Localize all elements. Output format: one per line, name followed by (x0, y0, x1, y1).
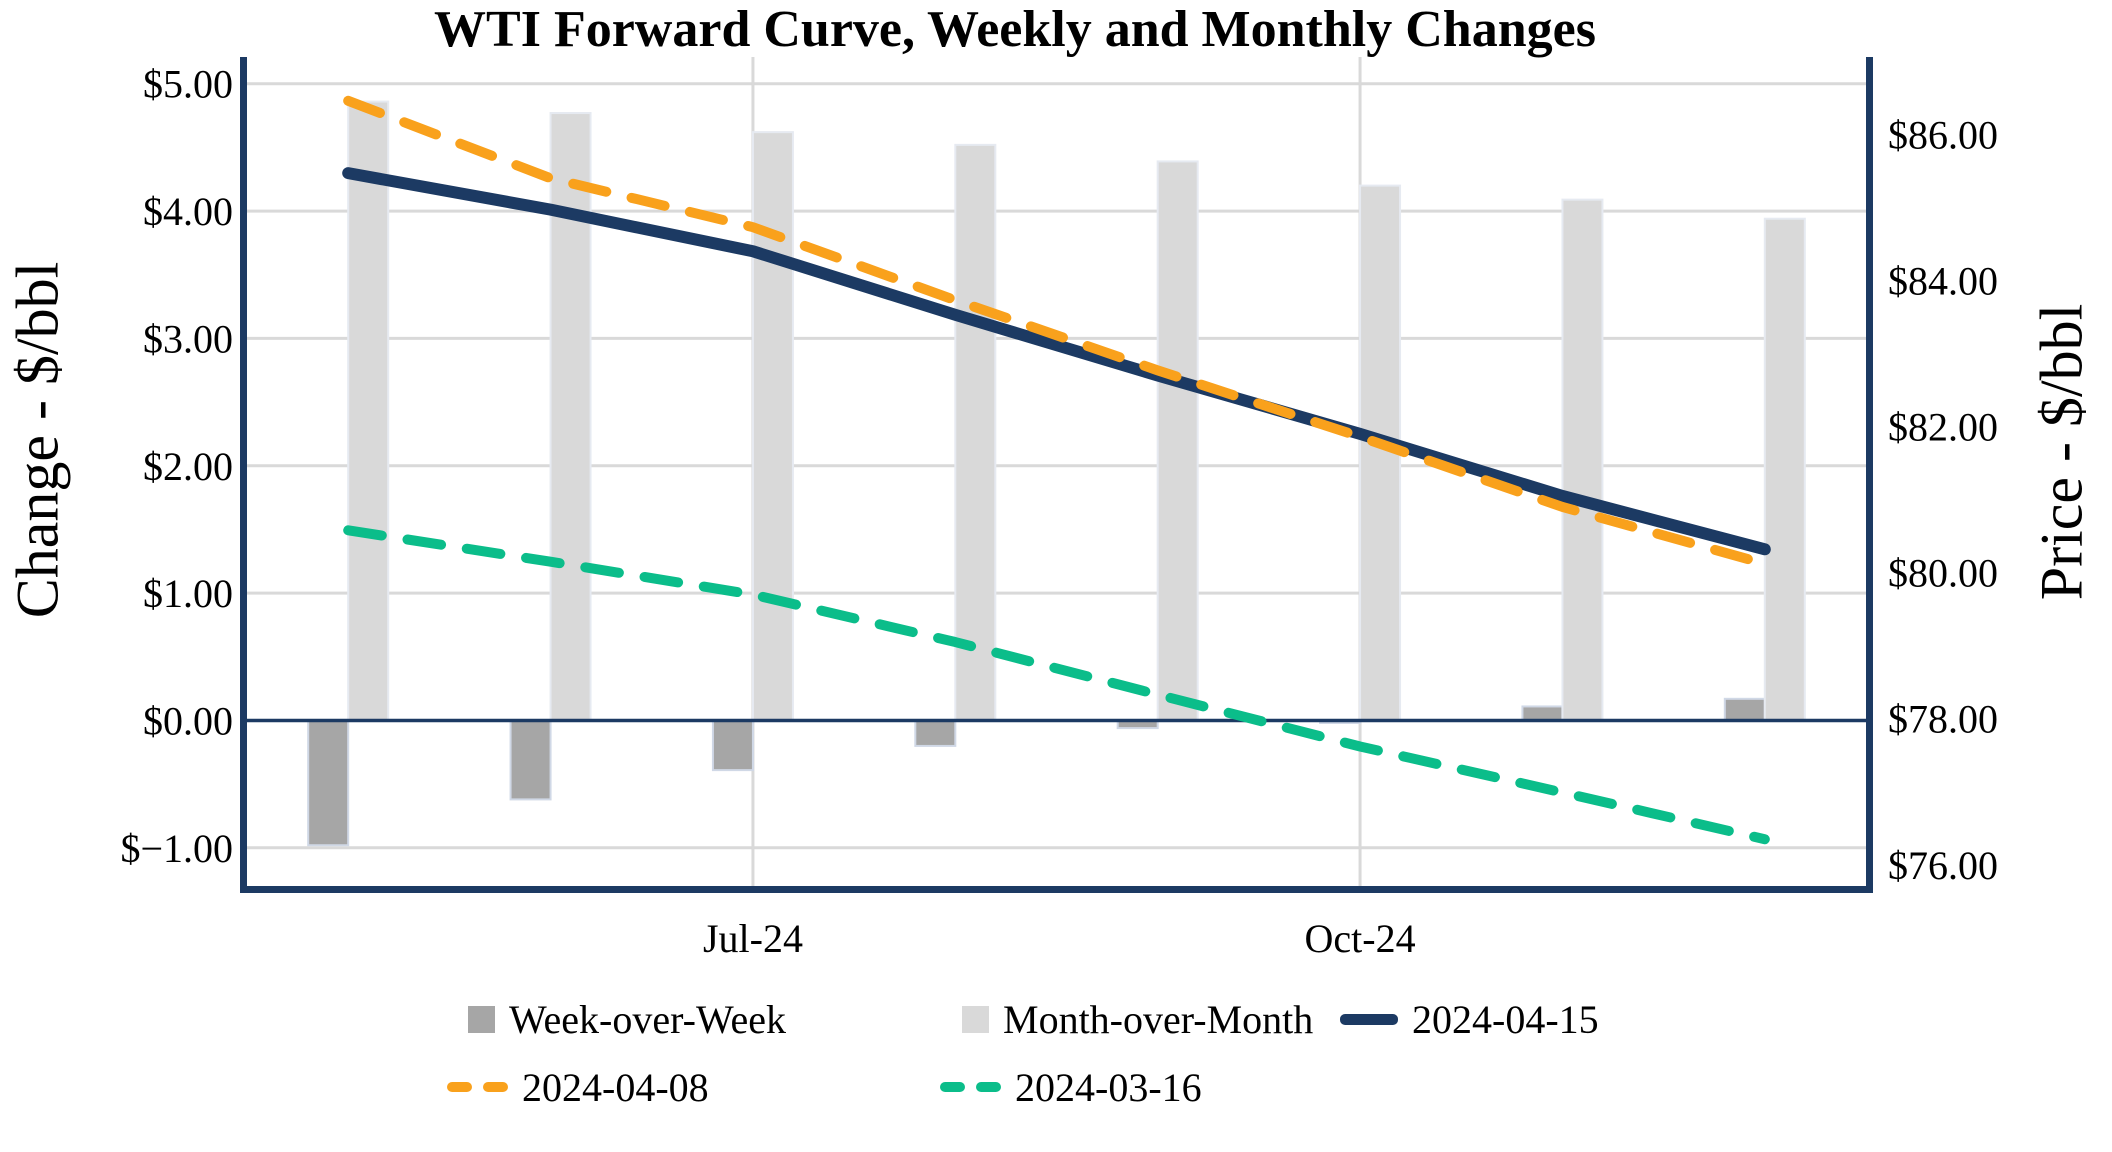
left-axis-line (240, 57, 247, 893)
bar-week-over-week (307, 719, 350, 847)
bar-week-over-week (1521, 705, 1564, 722)
legend-item-2024-04-15: 2024-04-15 (1340, 996, 1599, 1042)
line-2024-04-15 (342, 167, 1771, 556)
bar-week-over-week (914, 719, 957, 747)
bar-week-over-week (711, 719, 754, 772)
bar-month-over-month (347, 100, 390, 722)
legend-item-week-over-week: Week-over-Week (468, 996, 786, 1042)
left-axis-tick-label: $−1.00 (120, 826, 233, 871)
right-axis-tick-label: $82.00 (1888, 405, 1998, 450)
bar-month-over-month (1561, 198, 1604, 722)
bar-month-over-month (751, 131, 794, 722)
bar-week-over-week (1723, 697, 1766, 722)
legend-label: Month-over-Month (1003, 996, 1314, 1042)
legend-item-month-over-month: Month-over-Month (962, 996, 1313, 1042)
left-axis-tick-label: $3.00 (143, 316, 233, 361)
bar-month-over-month (1763, 217, 1806, 722)
left-axis-tick-label: $1.00 (143, 571, 233, 616)
x-axis-tick-label: Jul-24 (703, 916, 803, 961)
bar-month-over-month (1156, 160, 1199, 722)
right-axis-line (1866, 57, 1873, 893)
green-dashed-line-swatch-icon (940, 1082, 1001, 1092)
legend-label: Week-over-Week (509, 996, 787, 1042)
left-axis-tick-label: $5.00 (143, 62, 233, 107)
right-axis-tick-label: $84.00 (1888, 259, 1998, 304)
line-2024-04-08 (343, 95, 1770, 569)
left-axis-tick-label: $4.00 (143, 189, 233, 234)
legend-label: 2024-04-08 (522, 1064, 709, 1110)
orange-dashed-line-swatch-icon (447, 1082, 508, 1092)
left-axis-tick-label: $0.00 (143, 698, 233, 743)
legend-item-2024-04-08: 2024-04-08 (447, 1064, 709, 1110)
bottom-axis-line (240, 886, 1873, 893)
bar-week-over-week (509, 719, 552, 801)
right-axis-tick-label: $80.00 (1888, 551, 1998, 596)
chart-title: WTI Forward Curve, Weekly and Monthly Ch… (434, 1, 1596, 58)
legend-item-2024-03-16: 2024-03-16 (940, 1064, 1202, 1110)
month-over-month-swatch-icon (962, 1005, 989, 1033)
legend-label: 2024-04-15 (1412, 996, 1599, 1042)
right-axis-tick-label: $78.00 (1888, 697, 1998, 742)
legend-label: 2024-03-16 (1015, 1064, 1202, 1110)
solid-line-swatch-icon (1340, 1013, 1398, 1025)
line-2024-03-16 (343, 525, 1770, 845)
left-axis-tick-label: $2.00 (143, 444, 233, 489)
x-axis-tick-label: Oct-24 (1305, 916, 1416, 961)
bar-month-over-month (549, 112, 592, 722)
bar-month-over-month (954, 143, 997, 722)
right-axis-tick-label: $76.00 (1888, 843, 1998, 888)
week-over-week-swatch-icon (468, 1005, 495, 1033)
right-axis-tick-label: $86.00 (1888, 112, 1998, 157)
